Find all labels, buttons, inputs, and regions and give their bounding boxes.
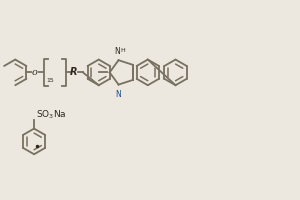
Text: H: H [120, 48, 125, 53]
Text: SO$_3$Na: SO$_3$Na [36, 109, 67, 121]
Text: 15: 15 [46, 78, 54, 83]
Text: R: R [70, 67, 78, 77]
Text: N: N [115, 47, 120, 56]
Text: N: N [116, 90, 122, 99]
Text: o: o [32, 68, 37, 77]
